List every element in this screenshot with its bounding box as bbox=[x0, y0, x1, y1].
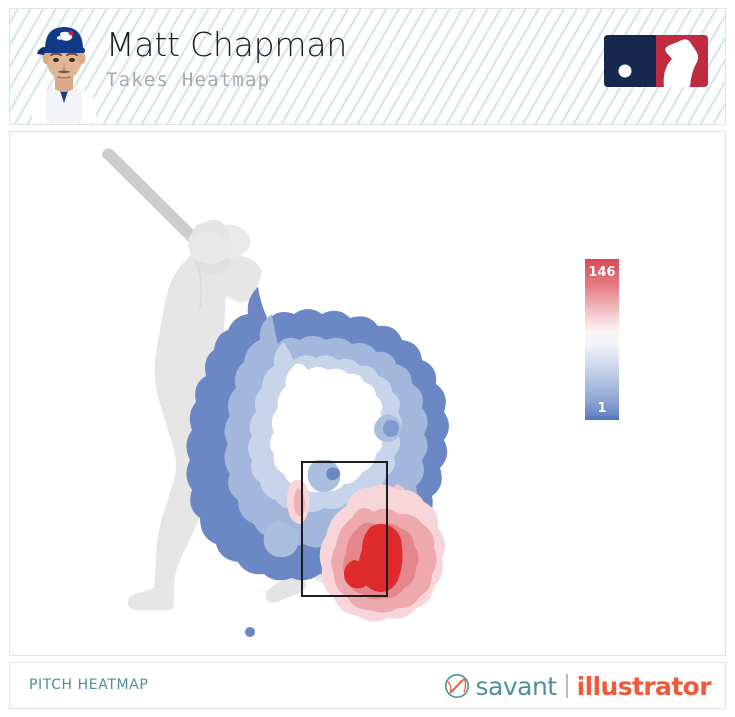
footer-chart-type-label: PITCH HEATMAP bbox=[29, 677, 149, 693]
illustrator-wordmark: illustrator bbox=[576, 671, 712, 701]
card-footer: PITCH HEATMAP savant illustrator bbox=[9, 662, 726, 709]
legend-gradient-bar bbox=[585, 259, 619, 420]
page-title: Matt Chapman bbox=[106, 25, 348, 64]
strike-zone-box bbox=[301, 461, 388, 597]
outlier-point bbox=[245, 627, 255, 637]
pitch-heatmap-svg bbox=[101, 148, 449, 637]
heatmap-plot-panel: 146 1 bbox=[9, 131, 726, 656]
savant-wordmark: savant bbox=[475, 671, 557, 701]
savant-illustrator-logo[interactable]: savant illustrator bbox=[444, 670, 712, 702]
card-header: Matt Chapman Takes Heatmap bbox=[9, 8, 726, 125]
title-block: Matt Chapman Takes Heatmap bbox=[106, 25, 347, 93]
player-headshot bbox=[24, 11, 104, 123]
color-legend: 146 1 bbox=[585, 259, 619, 420]
legend-max-label: 146 bbox=[588, 265, 616, 280]
chart-subtitle: Takes Heatmap bbox=[106, 69, 271, 91]
heatmap-contours bbox=[186, 287, 449, 622]
legend-min-label: 1 bbox=[597, 401, 607, 416]
baseball-icon bbox=[444, 673, 470, 699]
logo-divider bbox=[565, 674, 568, 698]
mlb-logo-icon bbox=[602, 31, 710, 91]
